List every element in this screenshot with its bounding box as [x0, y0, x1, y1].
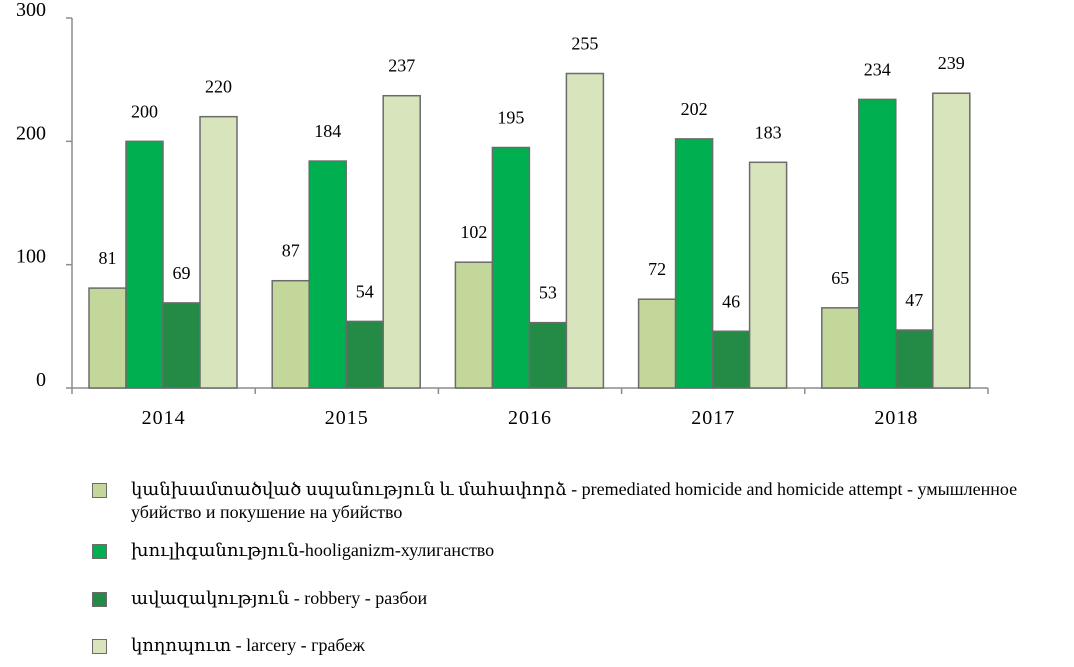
legend-swatch-hooliganism [92, 544, 107, 559]
legend-item-larceny: կողոպուտ - larcery - грабеж [92, 634, 365, 657]
x-tick-label: 2015 [325, 407, 369, 429]
data-label: 220 [205, 77, 232, 97]
data-label: 237 [388, 56, 415, 76]
data-label: 81 [99, 248, 117, 268]
bar [345, 320, 384, 389]
data-label: 200 [131, 101, 158, 121]
data-label: 65 [831, 268, 849, 288]
bar [858, 98, 897, 389]
data-label: 47 [905, 290, 923, 310]
bar [895, 329, 934, 389]
data-label: 234 [864, 59, 891, 79]
x-tick-label: 2018 [874, 407, 918, 429]
bar [748, 161, 788, 389]
bar [491, 146, 531, 389]
bar [711, 330, 751, 389]
bar [454, 261, 494, 389]
data-label: 46 [722, 291, 740, 311]
y-tick-label: 0 [36, 369, 46, 391]
bar [199, 115, 238, 389]
data-label: 72 [648, 259, 666, 279]
bar [162, 302, 201, 389]
bar-chart-svg: 0 100 200 300 2014 2015 2016 2017 2018 81 200 69 220… [16, 0, 989, 429]
bar [271, 279, 310, 389]
bar [565, 72, 605, 389]
data-label: 239 [938, 53, 965, 73]
bar [382, 94, 421, 389]
x-tick-label: 2016 [508, 407, 552, 429]
legend-label-hooliganism: խուլիգանություն-hooliganizm-хулиганство [131, 540, 495, 560]
bar [674, 138, 714, 389]
legend-swatch-homicide [92, 483, 107, 498]
data-label: 102 [460, 222, 487, 242]
data-label: 87 [282, 241, 300, 261]
legend-item-robbery: ավազակություն - robbery - разбои [92, 587, 427, 610]
bar [308, 160, 347, 389]
legend-label-larceny: կողոպուտ - larcery - грабеж [131, 635, 365, 655]
x-tick-label: 2017 [691, 407, 735, 429]
bar [821, 307, 860, 389]
data-label: 183 [755, 122, 782, 142]
legend-label-homicide: կանխամտածված սպանություն և մահափորձ - pr… [131, 479, 1018, 522]
legend-swatch-larceny [92, 639, 107, 654]
y-tick-label: 100 [16, 246, 46, 268]
data-label: 202 [681, 99, 708, 119]
data-label: 195 [497, 108, 524, 128]
y-tick-label: 300 [16, 0, 46, 21]
x-tick-label: 2014 [142, 407, 186, 429]
data-label: 69 [173, 263, 191, 283]
data-label: 255 [571, 34, 598, 54]
data-label: 54 [356, 281, 374, 301]
y-tick-label: 200 [16, 122, 46, 144]
bar [932, 92, 971, 389]
legend-item-hooliganism: խուլիգանություն-hooliganizm-хулиганство [92, 539, 494, 562]
bar [637, 298, 677, 389]
bar [528, 321, 568, 389]
legend-label-robbery: ավազակություն - robbery - разбои [131, 588, 428, 608]
data-label: 184 [314, 121, 341, 141]
data-label: 53 [539, 283, 557, 303]
bar [88, 287, 127, 389]
legend-swatch-robbery [92, 592, 107, 607]
legend-item-homicide: կանխամտածված սպանություն և մահափորձ - pr… [92, 478, 1061, 524]
bar [125, 140, 164, 389]
